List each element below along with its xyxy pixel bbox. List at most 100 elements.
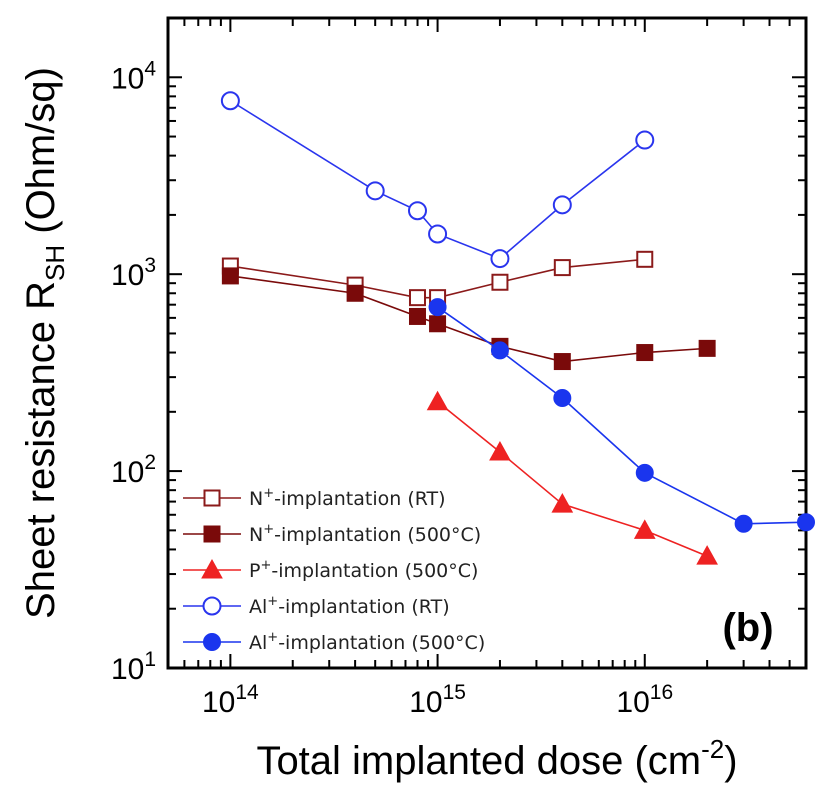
marker-shape	[220, 91, 240, 111]
marker-shape	[407, 201, 427, 221]
legend-label: Al+-implantation (500°C)	[249, 630, 485, 654]
legend-entry-3: Al+-implantation (RT)	[183, 594, 450, 618]
legend-entry-2: P+-implantation (500°C)	[183, 558, 478, 582]
data-point	[553, 259, 571, 277]
x-tick-label: 1015	[409, 681, 466, 719]
series-3	[220, 91, 655, 269]
legend-marker	[203, 489, 221, 507]
x-tick-label: 1016	[616, 681, 673, 719]
data-point	[635, 463, 654, 482]
data-point	[698, 339, 716, 357]
marker-shape	[636, 344, 654, 362]
y-axis-title: Sheet resistance RSH (Ohm/sq)	[19, 67, 70, 619]
legend-entry-1: N+-implantation (500°C)	[183, 522, 481, 546]
marker-shape	[490, 341, 509, 360]
legend-entry-0: N+-implantation (RT)	[183, 486, 446, 510]
data-point	[636, 250, 654, 268]
ticks	[167, 17, 807, 669]
marker-shape	[635, 130, 655, 150]
y-tick-label: 104	[111, 57, 156, 95]
y-tick-label: 102	[111, 451, 156, 489]
data-point	[553, 353, 571, 371]
legend-marker	[201, 558, 223, 579]
marker-shape	[635, 463, 654, 482]
data-point	[635, 130, 655, 150]
data-point	[428, 298, 447, 317]
data-point	[797, 513, 815, 532]
data-point	[490, 249, 510, 269]
data-point	[426, 390, 449, 411]
series-line	[230, 275, 708, 363]
series-4	[428, 298, 815, 533]
axes-layer	[166, 16, 808, 670]
data-point	[407, 201, 427, 221]
marker-shape	[346, 284, 364, 302]
legend-entry-4: Al+-implantation (500°C)	[183, 630, 485, 654]
marker-shape	[491, 273, 509, 291]
marker-shape	[408, 289, 426, 307]
legend-label: N+-implantation (RT)	[249, 486, 446, 510]
data-point	[489, 440, 511, 461]
series-2	[426, 390, 718, 565]
data-point	[491, 273, 509, 291]
marker-shape	[553, 353, 571, 371]
marker-shape	[203, 633, 221, 651]
data-point	[553, 389, 572, 408]
data-point	[696, 545, 718, 565]
marker-shape	[428, 298, 447, 317]
marker-shape	[201, 558, 223, 579]
marker-shape	[408, 307, 426, 325]
marker-shape	[552, 195, 572, 215]
series-0	[221, 250, 654, 307]
data-point	[551, 493, 574, 513]
x-tick-label: 1014	[202, 681, 259, 719]
series-layer	[220, 91, 815, 565]
data-point	[365, 181, 385, 201]
legend-marker	[203, 633, 221, 651]
data-point	[552, 195, 572, 215]
marker-shape	[636, 250, 654, 268]
y-tick-label: 103	[111, 254, 156, 292]
marker-shape	[429, 315, 447, 333]
data-point	[633, 519, 656, 539]
series-1	[221, 267, 716, 371]
marker-shape	[203, 489, 221, 507]
marker-shape	[221, 267, 239, 285]
data-point	[429, 315, 447, 333]
marker-shape	[734, 514, 753, 533]
marker-shape	[553, 259, 571, 277]
data-point	[490, 341, 509, 360]
text-layer: 1014 1015 1016 101 102 103 104 Total implanted …	[19, 57, 774, 783]
marker-shape	[202, 596, 222, 616]
data-point	[734, 514, 753, 533]
data-point	[636, 344, 654, 362]
panel-label: (b)	[722, 606, 773, 650]
x-axis-title: Total implanted dose (cm-2)	[256, 734, 737, 783]
marker-shape	[490, 249, 510, 269]
legend-marker	[202, 596, 222, 616]
marker-shape	[426, 390, 449, 411]
marker-shape	[551, 493, 574, 513]
data-point	[220, 91, 240, 111]
y-tick-label: 101	[111, 648, 156, 686]
data-point	[346, 284, 364, 302]
data-point	[221, 267, 239, 285]
marker-shape	[428, 224, 448, 244]
marker-shape	[203, 525, 221, 543]
data-point	[408, 289, 426, 307]
data-point	[408, 307, 426, 325]
marker-shape	[365, 181, 385, 201]
plot-frame	[166, 16, 808, 670]
marker-shape	[797, 513, 815, 532]
data-point	[428, 224, 448, 244]
marker-shape	[553, 389, 572, 408]
legend-marker	[203, 525, 221, 543]
marker-shape	[698, 339, 716, 357]
marker-shape	[633, 519, 656, 539]
marker-shape	[489, 440, 511, 461]
legend-label: N+-implantation (500°C)	[249, 522, 481, 546]
legend-label: Al+-implantation (RT)	[249, 594, 450, 618]
legend-label: P+-implantation (500°C)	[249, 558, 478, 582]
series-line	[437, 306, 807, 525]
